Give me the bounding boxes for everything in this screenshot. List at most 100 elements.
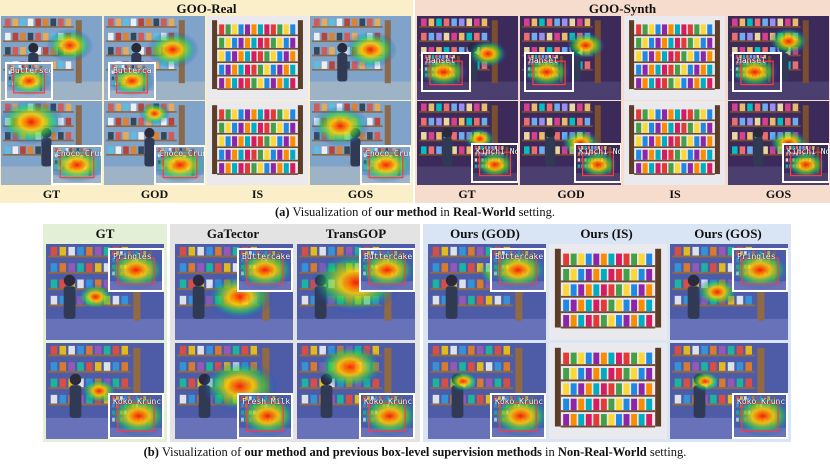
inset-product-label: Pringles [737, 252, 776, 261]
inset-product-label: Kimchi Noodles [579, 147, 620, 156]
inset-product-label: Butterscotch [10, 66, 53, 75]
b-row1-transgop: Buttercake [297, 244, 415, 340]
inset-product-label: Hansel [529, 56, 558, 65]
inset-product-label: Kimchi Noodles [787, 147, 828, 156]
inset-product-label: Choco Crunches [365, 149, 410, 158]
inset-product-label: Choco Crunches [56, 149, 101, 158]
real-row1-god: Butterca... [104, 16, 205, 100]
zoom-inset: Koko Krunch [359, 393, 415, 439]
zoom-inset: Kimchi Noodles [574, 143, 621, 183]
caption-a-text2: in [436, 205, 453, 219]
caption-b-text1: Visualization of [158, 445, 245, 459]
zoom-inset: Butterscotch [5, 62, 53, 100]
real-row1-gos [310, 16, 411, 100]
synth-row2-god: Kimchi Noodles [520, 101, 621, 185]
zoom-inset: Choco Crunches [51, 145, 102, 185]
b-header-gt: GT [95, 226, 115, 241]
zoom-inset: Buttercake [490, 248, 546, 292]
zoom-inset: Kimchi Noodles [782, 143, 829, 183]
zoom-inset: Kimchi Noodles [471, 143, 518, 183]
col-label-synth-gos: GOS [765, 187, 792, 201]
b-row1-ours-is [549, 244, 667, 340]
caption-b-text3: setting. [646, 445, 687, 459]
b-header-ours-gos: Ours (GOS) [694, 226, 762, 241]
b-header-gatector: GaTector [206, 226, 260, 241]
synth-row1-gos: Hansel [728, 16, 829, 100]
zoom-inset: Hansel [732, 52, 782, 92]
inset-product-label: Buttercake [242, 252, 291, 261]
real-row1-gt: Butterscotch [1, 16, 102, 100]
caption-a: (a) Visualization of our method in Real-… [0, 205, 830, 220]
b-header-ours-god: Ours (GOD) [450, 226, 520, 241]
synth-row2-gos: Kimchi Noodles [728, 101, 829, 185]
col-label-synth-gt: GT [458, 187, 476, 201]
caption-a-text1: Visualization of [289, 205, 376, 219]
caption-b-prefix: (b) [143, 445, 159, 459]
col-label-real-is: IS [251, 187, 264, 201]
zoom-inset: Koko Krunch [732, 393, 788, 439]
caption-a-bold1: our method [375, 205, 437, 219]
inset-product-label: Buttercake [364, 252, 413, 261]
zoom-inset: Pringles [108, 248, 164, 292]
real-row2-gos: Choco Crunches [310, 101, 411, 185]
zoom-inset: Choco Crunches [154, 145, 205, 185]
zoom-inset: Hansel [524, 52, 574, 92]
b-row2-ours-is [549, 343, 667, 439]
col-label-synth-is: IS [669, 187, 681, 201]
inset-product-label: Choco Crunches [159, 149, 204, 158]
b-row2-gatector: Fresh Milk [175, 343, 293, 439]
synth-row1-god: Hansel [520, 16, 621, 100]
zoom-inset: Fresh Milk [237, 393, 293, 439]
synth-row1-gt: Hansel [417, 16, 518, 100]
zoom-inset: Koko Krunch [108, 393, 164, 439]
b-row1-gt: Pringles [46, 244, 164, 340]
zoom-inset: Pringles [732, 248, 788, 292]
caption-a-text3: setting. [515, 205, 556, 219]
inset-product-label: Koko Krunch [495, 397, 546, 406]
inset-product-label: Hansel [426, 56, 455, 65]
inset-product-label: Koko Krunch [737, 397, 788, 406]
inset-product-label: Koko Krunch [364, 397, 415, 406]
caption-a-prefix: (a) [274, 205, 290, 219]
synth-row2-gt: Kimchi Noodles [417, 101, 518, 185]
zoom-inset: Hansel [421, 52, 471, 92]
zoom-inset: Buttercake [237, 248, 293, 292]
inset-product-label: Pringles [113, 252, 152, 261]
caption-b-text2: in [541, 445, 558, 459]
col-label-synth-god: GOD [557, 187, 585, 201]
real-row1-is [207, 16, 308, 100]
b-header-ours-is: Ours (IS) [580, 226, 633, 241]
inset-product-label: Hansel [737, 56, 766, 65]
inset-product-label: Butterca... [113, 66, 156, 75]
inset-product-label: Kimchi Noodles [476, 147, 517, 156]
col-label-real-gt: GT [42, 187, 61, 201]
real-row2-gt: Choco Crunches [1, 101, 102, 185]
zoom-inset: Choco Crunches [360, 145, 411, 185]
b-header-transgop: TransGOP [325, 226, 387, 241]
caption-b-bold1: our method and previous box-level superv… [244, 445, 542, 459]
inset-product-label: Koko Krunch [113, 397, 164, 406]
col-label-real-god: GOD [140, 187, 169, 201]
b-row1-ours-gos: Pringles [670, 244, 788, 340]
caption-b: (b) Visualization of our method and prev… [0, 445, 830, 460]
real-row2-is [207, 101, 308, 185]
inset-product-label: Fresh Milk [242, 397, 291, 406]
zoom-inset: Butterca... [108, 62, 156, 100]
goo-real-header: GOO-Real [176, 1, 237, 16]
b-row2-ours-gos: Koko Krunch [670, 343, 788, 439]
synth-row1-is [624, 16, 725, 100]
caption-b-bold2: Non-Real-World [557, 445, 647, 459]
b-row2-gt: Koko Krunch [46, 343, 164, 439]
b-row2-transgop: Koko Krunch [297, 343, 415, 439]
synth-row2-is [624, 101, 725, 185]
zoom-inset: Koko Krunch [490, 393, 546, 439]
real-row2-god: Choco Crunches [104, 101, 205, 185]
goo-synth-header: GOO-Synth [588, 1, 657, 16]
b-row1-gatector: Buttercake [175, 244, 293, 340]
b-row2-ours-god: Koko Krunch [428, 343, 546, 439]
b-row1-ours-god: Buttercake [428, 244, 546, 340]
col-label-real-gos: GOS [347, 187, 374, 201]
inset-product-label: Buttercake [495, 252, 544, 261]
caption-a-bold2: Real-World [452, 205, 516, 219]
zoom-inset: Buttercake [359, 248, 415, 292]
